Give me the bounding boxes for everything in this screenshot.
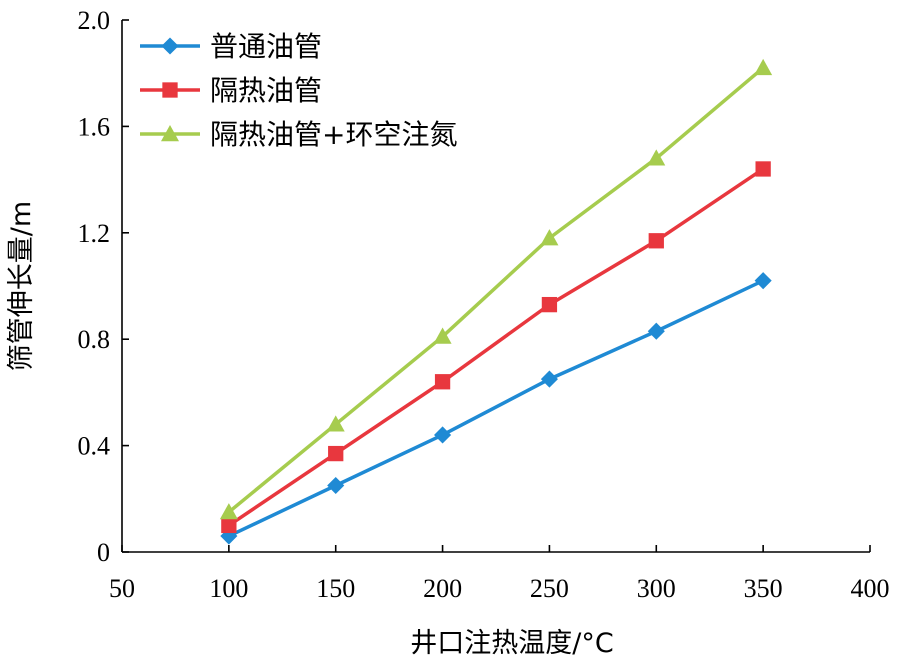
data-point: [326, 415, 345, 432]
data-point: [755, 161, 771, 177]
data-point: [540, 229, 559, 246]
legend-item: 隔热油管: [140, 74, 322, 107]
x-tick-label: 400: [851, 574, 890, 603]
data-point: [327, 476, 345, 495]
legend-marker: [161, 37, 179, 55]
series-line: [228, 279, 764, 538]
data-point: [433, 327, 452, 344]
data-point: [754, 58, 773, 76]
series-layer: [219, 58, 773, 545]
x-tick-label: 200: [423, 574, 462, 603]
legend-label: 普通油管: [210, 30, 322, 63]
series-line: [227, 167, 765, 527]
x-tick-label: 350: [744, 574, 783, 603]
data-point: [221, 517, 237, 534]
series-1: [220, 272, 772, 545]
legend-label: 隔热油管+环空注氮: [210, 118, 457, 151]
y-tick-label: 1.6: [78, 112, 111, 141]
data-point: [647, 322, 665, 340]
data-point: [434, 426, 452, 444]
data-point: [754, 272, 772, 290]
x-axis-title: 井口注热温度/°C: [410, 628, 613, 659]
legend-marker: [161, 125, 179, 142]
y-tick-label: 0.4: [78, 432, 111, 461]
series-2: [221, 161, 771, 534]
y-ticks: 0 0.4 0.8 1.2 1.6 2.0: [78, 6, 129, 567]
x-ticks: 50 100 150 200 250 300 350 400: [109, 545, 890, 603]
legend-item: 隔热油管+环空注氮: [140, 118, 457, 151]
y-tick-label: 2.0: [78, 6, 111, 35]
x-tick-label: 50: [109, 574, 135, 603]
data-point: [648, 233, 664, 249]
x-tick-label: 150: [316, 574, 355, 603]
y-tick-label: 1.2: [78, 219, 111, 248]
y-axis-title: 筛管伸长量/m: [6, 201, 37, 371]
data-point: [434, 374, 451, 390]
y-tick-label: 0.8: [78, 325, 111, 354]
x-tick-label: 250: [530, 574, 569, 603]
x-tick-label: 100: [209, 574, 248, 603]
data-point: [328, 445, 344, 462]
y-tick-label: 0: [97, 538, 110, 567]
data-point: [540, 370, 558, 388]
data-point: [219, 503, 238, 520]
series-3: [219, 58, 773, 520]
data-point: [647, 149, 666, 166]
x-tick-label: 300: [637, 574, 676, 603]
legend-marker: [162, 82, 178, 98]
legend-label: 隔热油管: [210, 74, 322, 107]
series-line: [227, 66, 765, 514]
axes: [121, 20, 870, 553]
legend-item: 普通油管: [140, 30, 322, 63]
data-point: [541, 296, 558, 313]
